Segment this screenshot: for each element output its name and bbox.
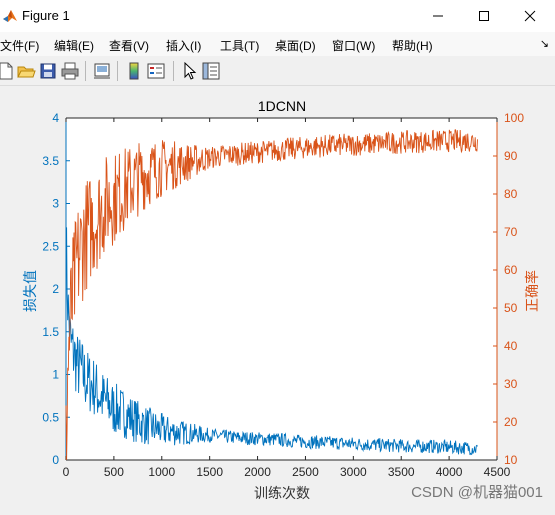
menu-window[interactable]: 窗口(W) bbox=[332, 39, 376, 53]
left-y-tick-label: 1.5 bbox=[42, 325, 59, 339]
right-y-tick-label: 80 bbox=[504, 187, 518, 201]
window-title: Figure 1 bbox=[22, 8, 70, 23]
x-tick-label: 500 bbox=[104, 465, 124, 479]
toolbar-separator bbox=[173, 61, 174, 81]
close-button[interactable] bbox=[507, 0, 553, 32]
chart-title: 1DCNN bbox=[258, 98, 306, 114]
figure-canvas[interactable]: 1DCNN 0 0.5 1 1.5 2 2.5 3 3.5 4 10 20 30 40 50 60 70 80… bbox=[0, 86, 555, 510]
legend-icon[interactable] bbox=[146, 61, 166, 81]
right-y-tick-label: 40 bbox=[504, 339, 518, 353]
menu-help[interactable]: 帮助(H) bbox=[392, 39, 433, 53]
toolbar-separator bbox=[117, 61, 118, 81]
left-y-tick-label: 0.5 bbox=[42, 410, 59, 424]
watermark: CSDN @机器猫001 bbox=[411, 484, 543, 501]
link-plot-icon[interactable] bbox=[92, 61, 112, 81]
left-y-tick-label: 3.5 bbox=[42, 154, 59, 168]
x-tick-label: 0 bbox=[63, 465, 70, 479]
left-y-tick-label: 3 bbox=[52, 197, 59, 211]
left-y-axis-label: 损失值 bbox=[22, 270, 38, 312]
left-y-tick-label: 1 bbox=[52, 368, 59, 382]
accuracy-series-line bbox=[65, 129, 478, 461]
open-file-icon[interactable] bbox=[16, 61, 36, 81]
right-y-tick-label: 30 bbox=[504, 377, 518, 391]
toolbar bbox=[0, 57, 555, 86]
matlab-app-icon bbox=[3, 10, 17, 22]
save-icon[interactable] bbox=[38, 61, 58, 81]
menu-insert[interactable]: 插入(I) bbox=[166, 39, 202, 53]
toolbar-separator bbox=[85, 61, 86, 81]
menu-desktop[interactable]: 桌面(D) bbox=[275, 39, 316, 53]
maximize-icon bbox=[479, 11, 489, 21]
right-y-tick-label: 20 bbox=[504, 415, 518, 429]
new-figure-icon[interactable] bbox=[0, 61, 16, 81]
right-y-tick-label: 60 bbox=[504, 263, 518, 277]
x-tick-label: 3500 bbox=[388, 465, 415, 479]
left-y-tick-label: 2.5 bbox=[42, 239, 59, 253]
x-axis-label: 训练次数 bbox=[254, 485, 310, 501]
title-bar: Figure 1 bbox=[0, 0, 555, 32]
left-y-ticks: 0 0.5 1 1.5 2 2.5 3 3.5 4 bbox=[42, 111, 70, 467]
left-y-tick-label: 2 bbox=[52, 282, 59, 296]
loss-series-line bbox=[65, 227, 478, 456]
minimize-button[interactable] bbox=[415, 0, 461, 32]
series-layer bbox=[65, 129, 478, 461]
property-inspector-icon[interactable] bbox=[201, 61, 221, 81]
right-y-tick-label: 10 bbox=[504, 453, 518, 467]
right-y-tick-label: 70 bbox=[504, 225, 518, 239]
menu-overflow-arrow[interactable]: ↘ bbox=[539, 38, 549, 50]
right-y-tick-label: 90 bbox=[504, 149, 518, 163]
right-y-tick-label: 100 bbox=[504, 111, 524, 125]
x-tick-label: 1000 bbox=[148, 465, 175, 479]
x-tick-label: 3000 bbox=[340, 465, 367, 479]
menu-file[interactable]: 文件(F) bbox=[0, 39, 40, 53]
right-y-tick-label: 50 bbox=[504, 301, 518, 315]
x-tick-label: 4500 bbox=[484, 465, 511, 479]
pointer-icon[interactable] bbox=[180, 61, 200, 81]
right-y-axis-label: 正确率 bbox=[524, 270, 540, 312]
x-tick-label: 4000 bbox=[436, 465, 463, 479]
close-icon bbox=[524, 10, 536, 22]
left-y-tick-label: 4 bbox=[52, 111, 59, 125]
minimize-icon bbox=[433, 15, 443, 17]
maximize-button[interactable] bbox=[461, 0, 507, 32]
x-tick-label: 1500 bbox=[196, 465, 223, 479]
x-ticks: 0 500 1000 1500 2000 2500 3000 3500 4000 4500 bbox=[63, 117, 511, 479]
colorbar-icon[interactable] bbox=[124, 61, 144, 81]
chart-svg: 1DCNN 0 0.5 1 1.5 2 2.5 3 3.5 4 10 20 30 40 50 60 70 80… bbox=[22, 98, 540, 501]
print-icon[interactable] bbox=[60, 61, 80, 81]
menu-edit[interactable]: 编辑(E) bbox=[54, 39, 94, 53]
x-tick-label: 2000 bbox=[244, 465, 271, 479]
right-y-ticks: 10 20 30 40 50 60 70 80 90 100 bbox=[493, 111, 524, 467]
menu-tools[interactable]: 工具(T) bbox=[220, 39, 260, 53]
left-y-tick-label: 0 bbox=[52, 453, 59, 467]
menu-view[interactable]: 查看(V) bbox=[109, 39, 149, 53]
menu-bar: 文件(F) 编辑(E) 查看(V) 插入(I) 工具(T) 桌面(D) 窗口(W… bbox=[0, 32, 555, 56]
x-tick-label: 2500 bbox=[292, 465, 319, 479]
